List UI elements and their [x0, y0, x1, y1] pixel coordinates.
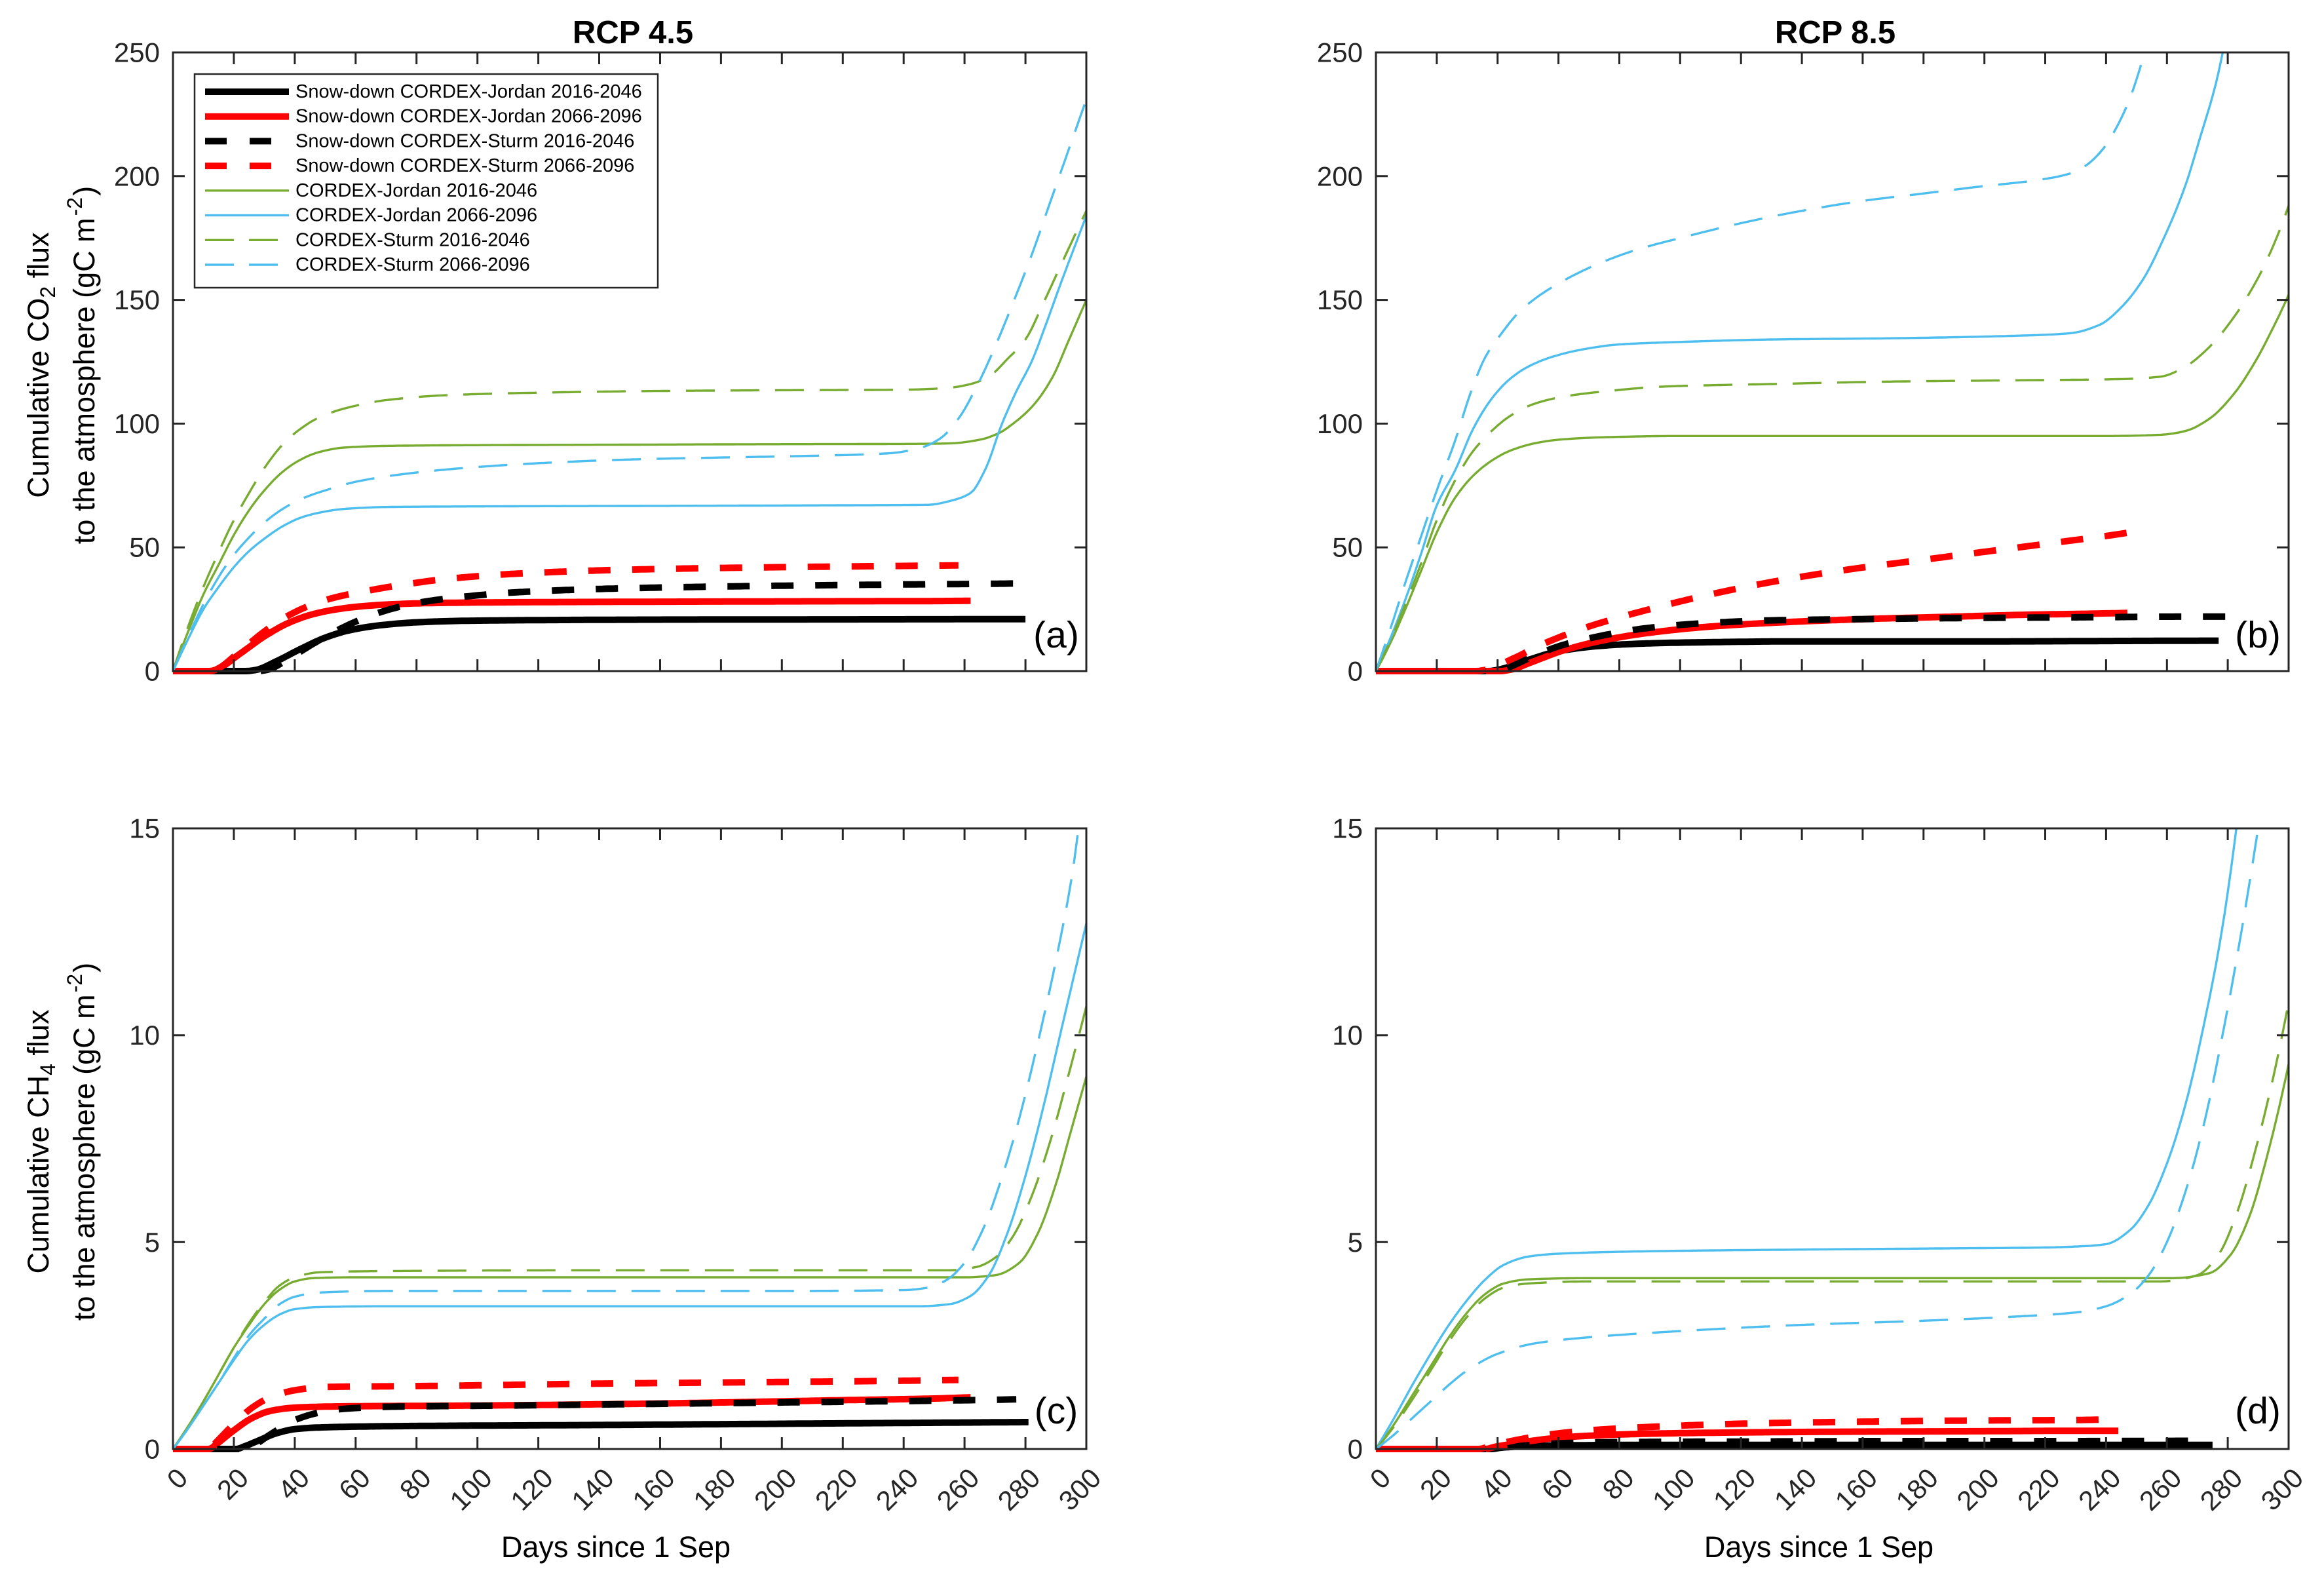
svg-text:CORDEX-Sturm 2016-2046: CORDEX-Sturm 2016-2046	[295, 229, 530, 250]
svg-text:0: 0	[1348, 1434, 1363, 1465]
svg-text:Snow-down CORDEX-Sturm 2066-20: Snow-down CORDEX-Sturm 2066-2096	[295, 155, 634, 176]
svg-text:CORDEX-Jordan 2016-2046: CORDEX-Jordan 2016-2046	[295, 180, 537, 201]
svg-text:10: 10	[1332, 1020, 1363, 1051]
svg-text:(a): (a)	[1033, 614, 1079, 656]
svg-text:150: 150	[1317, 284, 1363, 315]
svg-text:RCP 4.5: RCP 4.5	[573, 15, 693, 50]
svg-text:Days since 1 Sep: Days since 1 Sep	[501, 1530, 731, 1564]
svg-text:Days since 1 Sep: Days since 1 Sep	[1704, 1530, 1933, 1564]
svg-text:Cumulative CH4 flux: Cumulative CH4 flux	[22, 1009, 60, 1273]
svg-text:CORDEX-Jordan 2066-2096: CORDEX-Jordan 2066-2096	[295, 205, 537, 226]
svg-text:Snow-down CORDEX-Sturm 2016-20: Snow-down CORDEX-Sturm 2016-2046	[295, 130, 634, 151]
svg-text:15: 15	[129, 813, 160, 844]
svg-text:to the atmosphere (gC m-2): to the atmosphere (gC m-2)	[63, 963, 101, 1321]
svg-text:0: 0	[145, 1434, 160, 1465]
svg-text:(d): (d)	[2235, 1390, 2281, 1432]
svg-text:10: 10	[129, 1020, 160, 1051]
svg-text:50: 50	[1332, 532, 1363, 563]
svg-text:0: 0	[1348, 656, 1363, 687]
svg-text:250: 250	[114, 37, 160, 68]
svg-text:(c): (c)	[1035, 1390, 1078, 1432]
svg-text:(b): (b)	[2235, 614, 2281, 656]
svg-text:CORDEX-Sturm 2066-2096: CORDEX-Sturm 2066-2096	[295, 254, 530, 275]
svg-text:100: 100	[1317, 408, 1363, 439]
svg-text:5: 5	[145, 1227, 160, 1258]
svg-text:Snow-down CORDEX-Jordan 2016-2: Snow-down CORDEX-Jordan 2016-2046	[295, 81, 642, 102]
svg-text:150: 150	[114, 284, 160, 315]
svg-text:200: 200	[1317, 161, 1363, 191]
svg-text:Cumulative CO2 flux: Cumulative CO2 flux	[22, 232, 60, 498]
svg-text:to the atmosphere (gC m-2): to the atmosphere (gC m-2)	[63, 186, 101, 544]
svg-text:5: 5	[1348, 1227, 1363, 1258]
svg-text:50: 50	[129, 532, 160, 563]
svg-text:15: 15	[1332, 813, 1363, 844]
svg-text:0: 0	[145, 656, 160, 687]
svg-text:200: 200	[114, 161, 160, 191]
svg-text:250: 250	[1317, 37, 1363, 68]
svg-text:100: 100	[114, 408, 160, 439]
svg-text:Snow-down CORDEX-Jordan 2066-2: Snow-down CORDEX-Jordan 2066-2096	[295, 106, 642, 127]
svg-text:RCP 8.5: RCP 8.5	[1775, 15, 1895, 50]
